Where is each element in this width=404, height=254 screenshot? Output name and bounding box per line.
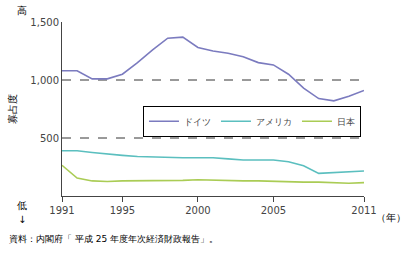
svg-text:↓: ↓ (18, 214, 26, 225)
svg-text:ドイツ: ドイツ (184, 117, 211, 127)
svg-text:500: 500 (40, 133, 59, 144)
svg-text:1,500: 1,500 (30, 17, 59, 28)
svg-text:1991: 1991 (49, 205, 74, 216)
svg-text:高: 高 (17, 5, 27, 16)
svg-text:2005: 2005 (261, 205, 286, 216)
svg-text:2000: 2000 (185, 205, 210, 216)
svg-text:2011: 2011 (351, 205, 376, 216)
svg-text:寡占度: 寡占度 (7, 94, 18, 124)
svg-text:低: 低 (17, 200, 27, 211)
svg-text:日本: 日本 (337, 117, 355, 127)
svg-text:資料：内閣府「 平成 25 年度年次経済財政報告」。: 資料：内閣府「 平成 25 年度年次経済財政報告」。 (9, 234, 218, 244)
svg-text:1,000: 1,000 (30, 75, 59, 86)
svg-text:（年）: （年） (376, 212, 404, 223)
svg-text:アメリカ: アメリカ (256, 117, 292, 127)
svg-text:1995: 1995 (110, 205, 135, 216)
